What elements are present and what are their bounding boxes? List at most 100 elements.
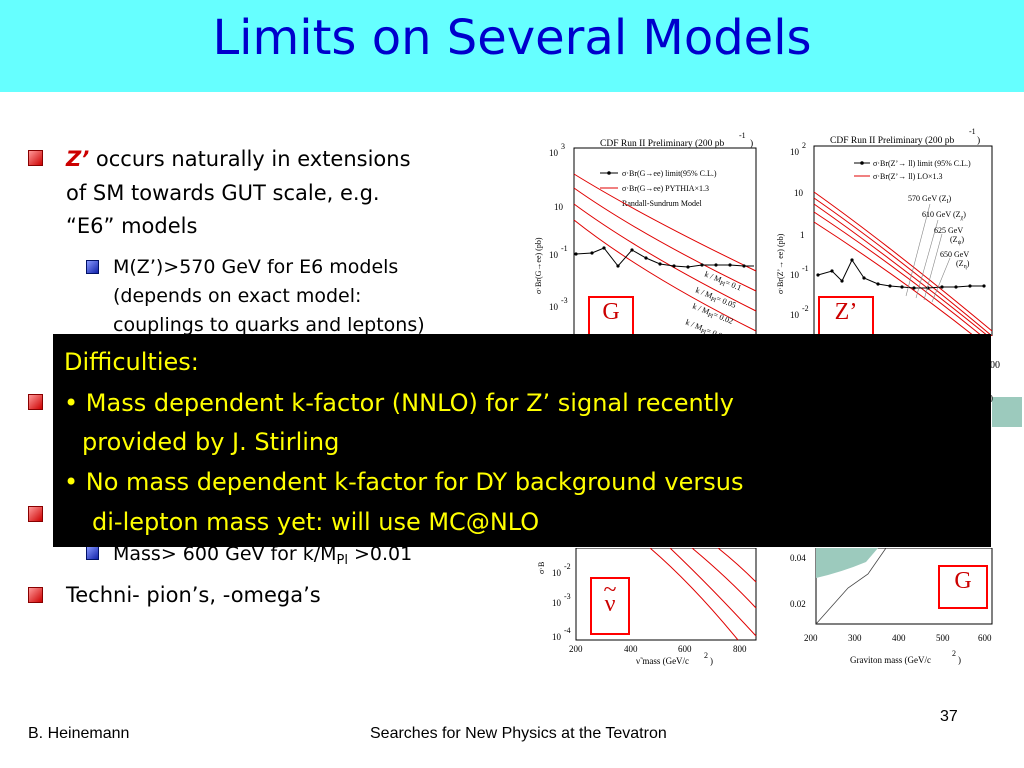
plot-zp-mass-3-model: (Zψ) (950, 235, 964, 246)
plot-zp-frame (813, 145, 993, 336)
plot-grav-xlabel-close: ) (958, 655, 961, 665)
plot-g-title-close: ) (750, 138, 753, 149)
plot-grav-xtick-4: 600 (978, 633, 992, 643)
plot-grav-ytick-0: 0.04 (790, 553, 806, 563)
plot-snu-curve-1 (649, 548, 739, 641)
plot-zp-mass-1: 570 GeV (ZI) (908, 194, 952, 205)
plot-grav-xlabel-exp: 2 (952, 649, 956, 658)
plot-g-limit-line (575, 247, 754, 268)
plot-g-curve-1 (573, 173, 757, 272)
plot-zp-ytick-2: 1 (800, 230, 805, 240)
sub-bullet-3-tail: >0.01 (347, 543, 413, 565)
plot-g-curve-2 (573, 187, 757, 292)
plot-g-ytick-1: 10 (554, 202, 564, 212)
plot-zp-x-fragment: 00 (990, 360, 1000, 371)
sub-bullet-3-subscript: Pl (336, 553, 348, 568)
plot-snu-xlabel-exp: 2 (704, 651, 708, 660)
sub-bullet-3-main: Mass> 600 GeV for k/M (113, 543, 337, 565)
plot-grav-xtick-3: 500 (936, 633, 950, 643)
plot-zp-mass-2: 610 GeV (Zχ) (922, 210, 966, 221)
sub-bullet-3: Mass> 600 GeV for k/MPl >0.01 (113, 542, 412, 573)
slide-number: 37 (940, 708, 958, 725)
plot-zp-mass-pointers (905, 203, 951, 303)
plot-snu-ytick-1: 10 (552, 598, 562, 608)
plot-zp-ytick-4-exp: -2 (802, 304, 809, 313)
plot-graviton-limit: CDF Run II Preliminary (200 pb -1 ) σ·Br… (532, 126, 760, 336)
plot-g-ytick-2: 10 (549, 250, 559, 260)
zprime-label: Z’ (66, 147, 90, 171)
plot-snu-ytick-2: 10 (552, 632, 562, 642)
plot-snu-ytick-0: 10 (552, 568, 562, 578)
plot-sneutrino-limit: σ·B 10 -2 10 -3 10 -4 200 400 600 800 ν̃… (532, 548, 760, 668)
plot-zp-title: CDF Run II Preliminary (200 pb (830, 135, 955, 146)
plot-zp-curve-5 (813, 221, 975, 336)
plot-zp-mass-4: 650 GeV (940, 250, 969, 259)
bullet-marker-1 (28, 150, 43, 166)
plot-grav-ytick-1: 0.02 (790, 599, 806, 609)
plot-zp-ylabel: σ·Br(Z’→ ee) (pb) (776, 233, 785, 294)
plot-zp-ytick-0-exp: 2 (802, 141, 806, 150)
plot-zp-ytick-4: 10 (790, 310, 800, 320)
sub-bullet-marker-3 (86, 546, 99, 560)
plot-zp-legend1: σ·Br(Z’→ ll) limit (95% C.L.) (873, 159, 971, 168)
plot-zp-ytick-0: 10 (790, 147, 800, 157)
plot-zp-curve-1 (813, 191, 993, 332)
title-bar (0, 0, 1024, 92)
plot-snu-xtick-1: 400 (624, 644, 638, 654)
plot-zprime-limit: CDF Run II Preliminary (200 pb -1 ) σ·Br… (770, 126, 996, 336)
plot-g-ylabel: σ·Br(G→ee) (pb) (534, 237, 543, 294)
plot-g-frame (573, 147, 757, 336)
plot-g-ytick-0: 10 (549, 148, 559, 158)
popup-item-1-line2: provided by J. Stirling (82, 428, 340, 456)
plot-g-limit-points (574, 246, 746, 269)
sub-bullet-marker-1 (86, 260, 99, 274)
plot-g-ytick-0-exp: 3 (561, 142, 565, 151)
plot-g-ytick-2-exp: -1 (561, 244, 568, 253)
bullet-1-line3: “E6” models (66, 214, 198, 238)
plot-zp-curve-3 (813, 203, 989, 336)
plot-zp-legend2: σ·Br(Z’→ ll) LO×1.3 (873, 172, 942, 181)
plot-grav-xlabel: Graviton mass (GeV/c (850, 655, 931, 665)
sub-bullet-1-line2: (depends on exact model: (113, 285, 362, 307)
plot-snu-ytick-0-exp: -2 (564, 562, 571, 571)
popup-item-2-line2: di-lepton mass yet: will use MC@NLO (92, 508, 540, 536)
plot-zp-mass-3: 625 GeV (934, 226, 963, 235)
plot-g-box-label: G (588, 296, 634, 340)
plot-g-ytick-3: 10 (549, 302, 559, 312)
plot-snu-curve-3 (691, 548, 757, 609)
plot-snu-xlabel-close: ) (710, 656, 713, 666)
plot-grav-box-label: G (938, 565, 988, 609)
plot-g-model: Randall-Sundrum Model (622, 199, 703, 208)
bullet-1-line1: occurs naturally in extensions (89, 147, 411, 171)
bullet-marker-4 (28, 587, 43, 603)
bullet-marker-2 (28, 394, 43, 410)
plot-g-legend1: σ·Br(G→ee) limit(95% C.L.) (622, 169, 717, 178)
plot-g-legend1-marker (607, 171, 611, 175)
plot-snu-box-label: ~ ν (590, 577, 630, 635)
plot-snu-box-nu: ν (604, 591, 616, 617)
plot-grav-boundary (815, 548, 887, 625)
plot-g-title: CDF Run II Preliminary (200 pb (600, 138, 725, 149)
plot-snu-xtick-0: 200 (569, 644, 583, 654)
plot-grav-xtick-2: 400 (892, 633, 906, 643)
plot-zp-title-exp: -1 (969, 127, 976, 136)
bullet-1: Z’ occurs naturally in extensions (66, 146, 516, 173)
popup-heading: Difficulties: (64, 348, 199, 376)
plot-grav-top-fragment (992, 397, 1022, 427)
plot-g-ytick-3-exp: -3 (561, 296, 568, 305)
plot-g-title-exp: -1 (739, 131, 746, 140)
plot-g-curve-3 (573, 203, 757, 312)
plot-snu-curve-4 (717, 548, 757, 583)
plot-grav-xtick-1: 300 (848, 633, 862, 643)
footer-talk-title: Searches for New Physics at the Tevatron (370, 725, 667, 742)
plot-snu-xtick-3: 800 (733, 644, 747, 654)
popup-item-2-line1: • No mass dependent k-factor for DY back… (64, 468, 744, 496)
plot-zp-title-close: ) (977, 135, 980, 146)
plot-snu-frame (575, 548, 757, 641)
plot-snu-xlabel: ν̃ mass (GeV/c (636, 656, 689, 666)
plot-grav-region (816, 548, 878, 624)
popup-item-1-line1: • Mass dependent k-factor (NNLO) for Z’ … (64, 389, 734, 417)
plot-zp-ytick-1: 10 (794, 188, 804, 198)
plot-zp-limit-points (816, 258, 986, 290)
plot-snu-curve-2 (669, 548, 757, 637)
